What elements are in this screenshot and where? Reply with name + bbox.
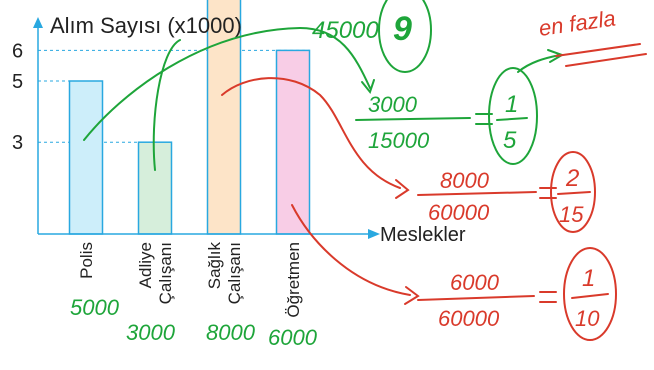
category-label-line: Adliye bbox=[136, 242, 155, 288]
y-tick-label: 8 bbox=[12, 0, 23, 1]
y-tick-labels: 3 5 6 8 bbox=[12, 0, 23, 154]
circle-one-tenth bbox=[563, 247, 617, 341]
hw-red-den-1: 60000 bbox=[428, 200, 490, 225]
category-label: Adliye Çalışanı bbox=[136, 242, 175, 304]
y-axis-arrow bbox=[33, 17, 43, 28]
axes: Alım Sayısı (x1000) Meslekler bbox=[33, 13, 466, 246]
arrow-adliye bbox=[152, 39, 181, 171]
category-label-line: Polis bbox=[77, 242, 96, 279]
hw-saglik-value: 8000 bbox=[206, 320, 256, 345]
circle-9 bbox=[378, 0, 432, 73]
hw-two: 2 bbox=[565, 165, 579, 192]
hw-polis-value: 5000 bbox=[70, 295, 120, 320]
chart-title: Alım Sayısı (x1000) bbox=[50, 13, 242, 38]
category-label: Polis bbox=[77, 242, 96, 279]
y-tick-label: 5 bbox=[12, 71, 23, 93]
hw-frac-den: 15000 bbox=[368, 128, 430, 153]
arrow-head-saglik bbox=[395, 179, 410, 199]
arrow-head-1 bbox=[361, 79, 375, 95]
hw-red-num-2: 6000 bbox=[450, 270, 500, 295]
bar bbox=[137, 141, 173, 235]
arrow-head-ogretmen bbox=[404, 286, 420, 305]
arrow-saglik bbox=[221, 77, 401, 189]
fraction-bar-red-2 bbox=[417, 295, 535, 301]
category-labels: Polis Adliye Çalışanı Sağlık Çalışanı Öğretme… bbox=[77, 242, 303, 318]
hw-en-fazla: en fazla bbox=[537, 5, 617, 40]
hw-red-ten: 10 bbox=[575, 306, 600, 331]
category-label-line: Çalışanı bbox=[156, 242, 175, 304]
arrow-ogretmen bbox=[291, 204, 411, 296]
fraction-bar-one-tenth bbox=[571, 293, 609, 299]
hw-adliye-value: 3000 bbox=[126, 320, 176, 345]
category-label-line: Çalışanı bbox=[225, 242, 244, 304]
red-handwriting: 8000 60000 2 15 6000 60000 1 10 en fazla bbox=[428, 5, 617, 331]
hw-red-num-1: 8000 bbox=[440, 168, 490, 193]
green-handwriting: 5000 3000 8000 6000 45000 9 3000 15000 1… bbox=[70, 10, 518, 350]
hw-nine: 9 bbox=[393, 10, 412, 48]
bars bbox=[68, 0, 311, 235]
hw-fifteen: 15 bbox=[559, 202, 584, 227]
y-tick-label: 6 bbox=[12, 40, 23, 62]
fraction-bar-two-fifteenths bbox=[557, 191, 591, 195]
hw-red-den-2: 60000 bbox=[438, 306, 500, 331]
fraction-bar-red-1 bbox=[417, 191, 537, 196]
fraction-bar-one-fifth bbox=[496, 117, 528, 121]
green-annotations bbox=[83, 0, 565, 171]
x-axis-label: Meslekler bbox=[380, 224, 466, 246]
fraction-bar-green bbox=[355, 117, 471, 121]
y-tick-label: 3 bbox=[12, 132, 23, 154]
hw-total: 45000 bbox=[312, 17, 379, 44]
hw-one: 1 bbox=[505, 91, 518, 118]
bar bbox=[68, 80, 104, 235]
category-label: Öğretmen bbox=[284, 242, 303, 318]
category-label-line: Öğretmen bbox=[284, 242, 303, 318]
underline-max-2 bbox=[565, 53, 647, 67]
underline-max-1 bbox=[555, 43, 641, 57]
red-annotations bbox=[221, 43, 647, 341]
category-label-line: Sağlık bbox=[205, 242, 224, 290]
hw-five: 5 bbox=[503, 127, 517, 154]
hw-red-one: 1 bbox=[582, 265, 595, 292]
arrow-polis bbox=[83, 26, 371, 141]
hw-frac-num: 3000 bbox=[368, 92, 418, 117]
circle-two-fifteenths bbox=[550, 151, 596, 233]
category-label: Sağlık Çalışanı bbox=[205, 242, 244, 305]
arrow-to-max bbox=[517, 54, 561, 73]
x-axis-arrow bbox=[368, 229, 380, 239]
hw-ogretmen-value: 6000 bbox=[268, 325, 318, 350]
circle-one-fifth bbox=[488, 67, 538, 165]
